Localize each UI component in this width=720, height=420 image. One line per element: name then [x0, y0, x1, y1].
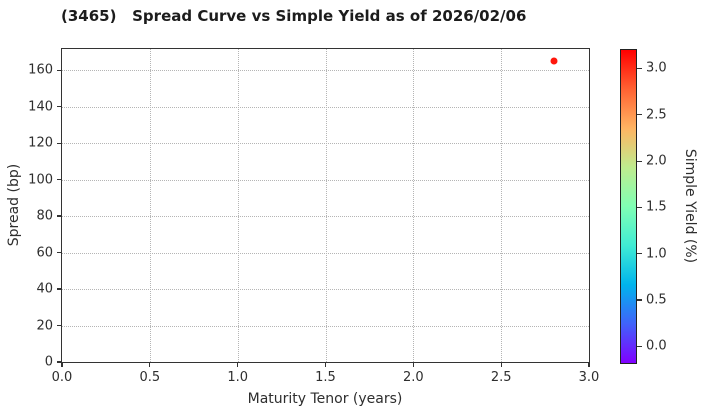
y-axis-label: Spread (bp): [6, 163, 22, 247]
plot-area: 0.0 0.5 1.0 1.5 2.0 2.5 3.0 0 20 40 60 80 100 120 140 1…: [28, 48, 599, 385]
colorbar-label: Simple Yield (%): [682, 148, 698, 264]
data-point: [550, 57, 558, 65]
x-tick-mark: [237, 362, 239, 367]
colorbar: 3.0 2.5 2.0 1.5 1.0 0.5 0.0: [620, 49, 667, 364]
y-tick-label: 120: [28, 135, 53, 151]
gridline-vertical: [501, 49, 503, 362]
y-tick-mark: [57, 288, 62, 290]
colorbar-tick-label: 2.5: [646, 107, 667, 123]
chart-title: (3465) Spread Curve vs Simple Yield as o…: [61, 7, 527, 25]
gridline-horizontal: [62, 216, 589, 218]
y-tick-label: 40: [36, 281, 53, 297]
y-tick-mark: [57, 106, 62, 108]
y-tick-mark: [57, 178, 62, 181]
x-tick-label: 3.0: [578, 370, 600, 385]
colorbar-tick-label: 0.5: [646, 292, 667, 308]
colorbar-tick-mark: [637, 345, 642, 347]
x-tick-mark: [61, 362, 63, 367]
y-tick-label: 0: [44, 354, 53, 370]
y-tick-label: 20: [36, 318, 53, 334]
y-tick-label: 100: [28, 172, 53, 188]
x-tick-label: 2.0: [402, 370, 424, 385]
x-tick-label: 1.0: [227, 370, 248, 385]
x-tick-mark: [149, 362, 151, 367]
gridline-horizontal: [62, 252, 589, 254]
gridline-vertical: [413, 49, 415, 362]
x-tick-mark: [588, 362, 590, 367]
colorbar-tick-label: 1.0: [646, 246, 667, 262]
x-tick-mark: [324, 362, 327, 367]
colorbar-tick-mark: [637, 67, 642, 70]
x-tick-mark: [412, 362, 414, 367]
colorbar-gradient: [620, 49, 637, 364]
y-tick-label: 140: [28, 99, 53, 115]
x-tick-label: 1.5: [315, 370, 336, 385]
y-tick-mark: [57, 215, 62, 217]
gridline-horizontal: [62, 179, 589, 181]
x-tick-label: 0.0: [51, 370, 73, 385]
colorbar-tick-mark: [637, 299, 642, 301]
gridline-horizontal: [62, 106, 589, 108]
colorbar-tick-label: 1.5: [646, 199, 667, 215]
colorbar-tick-mark: [637, 160, 642, 162]
y-tick-mark: [57, 142, 62, 144]
gridline-vertical: [149, 49, 151, 362]
y-tick-mark: [57, 251, 62, 254]
gridline-horizontal: [62, 143, 589, 145]
y-tick-label: 80: [36, 208, 53, 224]
x-tick-mark: [500, 362, 502, 367]
y-tick-label: 60: [36, 245, 53, 261]
y-tick-mark: [57, 324, 62, 327]
colorbar-tick-mark: [637, 253, 642, 255]
gridline-vertical: [237, 49, 239, 362]
gridline-horizontal: [62, 70, 589, 72]
colorbar-tick-label: 2.0: [646, 153, 667, 169]
colorbar-tick-label: 3.0: [646, 60, 667, 76]
y-tick-mark: [57, 361, 62, 363]
gridline-horizontal: [62, 289, 589, 291]
colorbar-tick-label: 0.0: [646, 338, 667, 354]
x-tick-label: 2.5: [490, 370, 512, 385]
gridline-vertical: [325, 49, 327, 362]
x-tick-label: 0.5: [139, 370, 161, 385]
x-axis-label: Maturity Tenor (years): [247, 391, 403, 407]
gridline-horizontal: [62, 325, 589, 327]
y-tick-label: 160: [28, 62, 53, 78]
colorbar-tick-mark: [637, 206, 642, 208]
y-tick-mark: [57, 69, 62, 71]
colorbar-tick-mark: [637, 114, 642, 116]
